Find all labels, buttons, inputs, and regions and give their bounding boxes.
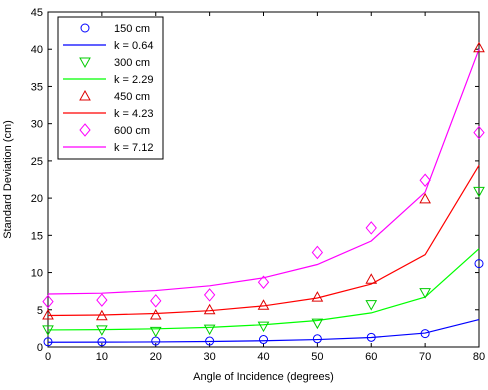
- data-point: [43, 337, 53, 347]
- data-point: [473, 41, 485, 53]
- y-axis: 0 5 10 15 20 25 30 35 40 45: [31, 7, 479, 354]
- data-point: [42, 308, 54, 320]
- legend-label: k = 4.23: [114, 108, 153, 120]
- data-point: [311, 291, 324, 302]
- data-point: [97, 337, 107, 347]
- legend-label: k = 7.12: [114, 142, 153, 154]
- legend-marker-swatch: [79, 89, 91, 101]
- y-tick-label: 10: [31, 268, 43, 280]
- x-tick-label: 80: [473, 351, 485, 363]
- data-point: [257, 321, 270, 333]
- legend-box: [57, 16, 164, 160]
- series-markers: [42, 41, 485, 347]
- x-tick-label: 20: [150, 351, 162, 363]
- data-point: [420, 329, 430, 339]
- legend-label: 600 cm: [114, 125, 150, 137]
- data-point: [149, 326, 162, 338]
- x-tick-label: 70: [419, 351, 431, 363]
- data-point: [149, 308, 162, 320]
- data-point: [42, 294, 54, 309]
- y-tick-label: 15: [31, 230, 43, 242]
- x-tick-label: 40: [257, 351, 269, 363]
- data-point: [365, 300, 378, 311]
- y-tick-label: 45: [31, 7, 43, 19]
- data-point: [312, 334, 322, 344]
- x-tick-label: 60: [365, 351, 377, 363]
- data-point: [96, 309, 108, 321]
- legend-marker-swatch: [80, 23, 90, 33]
- data-point: [365, 221, 377, 235]
- y-tick-label: 25: [31, 156, 43, 168]
- data-point: [150, 294, 162, 308]
- data-point: [259, 335, 268, 345]
- legend-label: 150 cm: [114, 23, 150, 35]
- x-tick-label: 50: [311, 351, 323, 363]
- y-tick-label: 30: [31, 119, 43, 131]
- data-point: [96, 293, 108, 307]
- data-point: [42, 325, 54, 336]
- legend-label: k = 0.64: [114, 40, 153, 52]
- x-tick-label: 10: [96, 351, 108, 363]
- data-point: [366, 332, 376, 342]
- y-axis-label: Standard Deviation (cm): [2, 120, 14, 239]
- data-point: [419, 173, 431, 188]
- legend-label: k = 2.29: [114, 74, 153, 86]
- y-tick-label: 35: [31, 81, 43, 93]
- series-line: [47, 318, 480, 343]
- data-point: [257, 275, 270, 290]
- legend-label: 300 cm: [114, 57, 150, 69]
- legend-marker-swatch: [79, 57, 91, 69]
- data-point: [473, 125, 485, 140]
- y-tick-label: 0: [37, 342, 43, 354]
- data-point: [203, 324, 216, 336]
- legend-label: 450 cm: [114, 91, 150, 103]
- x-tick-label: 0: [45, 351, 51, 363]
- data-point: [419, 192, 431, 204]
- y-tick-label: 20: [31, 193, 43, 205]
- data-point: [203, 303, 216, 315]
- x-axis: 0 10 20 30 40 50 60 70 80: [45, 12, 485, 363]
- data-point: [203, 288, 216, 302]
- x-tick-label: 30: [204, 351, 216, 363]
- data-point: [311, 318, 324, 330]
- data-point: [205, 336, 215, 346]
- series-line: [47, 49, 480, 295]
- data-point: [257, 299, 270, 310]
- data-point: [311, 245, 324, 260]
- y-tick-label: 40: [31, 44, 43, 56]
- data-point: [473, 186, 485, 198]
- series-line: [47, 165, 480, 317]
- series-lines: [47, 49, 480, 343]
- series-line: [47, 248, 480, 331]
- legend-marker-swatch: [79, 123, 91, 137]
- data-point: [474, 259, 484, 269]
- data-point: [365, 273, 378, 284]
- legend: 150 cm k = 0.64 300 cm k = 2.29 450 cm k = 4.…: [57, 16, 164, 160]
- x-axis-label: Angle of Incidence (degrees): [193, 371, 334, 383]
- y-tick-label: 5: [37, 305, 43, 317]
- data-point: [96, 325, 108, 336]
- data-point: [419, 288, 431, 299]
